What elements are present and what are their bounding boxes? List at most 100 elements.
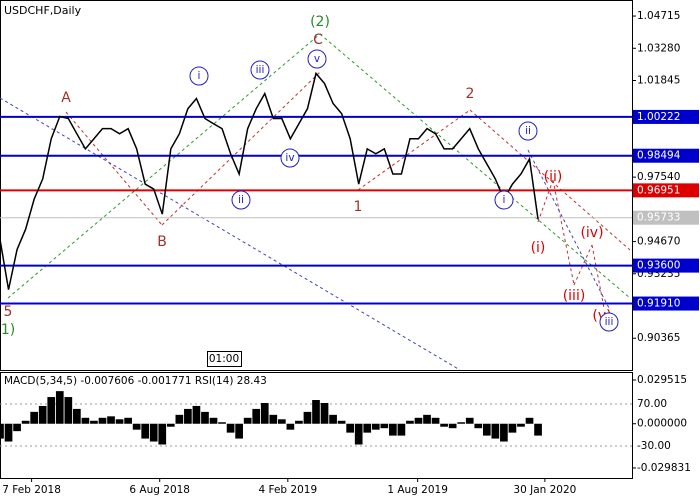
macd-bar: [406, 420, 414, 424]
wave-circle: [280, 148, 300, 168]
macd-bar: [55, 391, 64, 424]
wave-line: [537, 179, 554, 223]
wave-line: [573, 244, 593, 286]
macd-bar: [30, 411, 39, 424]
x-tick-label: 7 Feb 2018: [2, 484, 61, 496]
macd-bar: [423, 414, 431, 424]
macd-bar: [107, 416, 115, 424]
macd-bar: [465, 417, 474, 424]
y-tick-label: -0.029831: [637, 462, 691, 474]
macd-bar: [243, 417, 252, 424]
x-tick-label: 1 Aug 2019: [387, 484, 448, 496]
wave-label: ii: [525, 125, 531, 137]
wave-label: 1): [1, 322, 15, 338]
macd-bar: [517, 423, 525, 427]
time-box: [207, 351, 242, 367]
y-tick-label: 1.04715: [637, 10, 680, 22]
macd-bar: [132, 423, 141, 430]
y-tick-label: 0.029515: [637, 374, 687, 386]
wave-circle: [494, 190, 514, 210]
macd-bar: [141, 423, 150, 439]
wave-label: (iv): [580, 225, 603, 241]
macd-bar: [431, 417, 440, 424]
wave-circle: [250, 60, 270, 80]
wave-circle: [599, 312, 619, 332]
macd-bar: [303, 411, 312, 424]
macd-bar: [286, 423, 295, 430]
macd-bar: [73, 408, 81, 424]
macd-bar: [81, 417, 90, 424]
macd-bar: [320, 402, 329, 424]
macd-bar: [525, 417, 534, 424]
wave-label: A: [61, 90, 71, 106]
chart-title: USDCHF,Daily: [4, 4, 82, 17]
level-label-box: [633, 210, 699, 225]
x-tick-label: 6 Aug 2018: [129, 484, 190, 496]
wave-label: iii: [605, 316, 614, 328]
macd-bar: [166, 423, 175, 427]
macd-bar: [218, 422, 226, 424]
macd-bar: [124, 417, 132, 424]
macd-bar: [312, 400, 320, 424]
wave-label: (2): [310, 14, 330, 30]
macd-bar: [149, 423, 158, 442]
macd-bar: [371, 423, 380, 430]
wave-lines: [0, 33, 631, 371]
macd-bar: [21, 420, 30, 424]
level-label: 0.95733: [637, 212, 680, 224]
wave-circle: [189, 66, 209, 86]
macd-bar: [209, 417, 218, 424]
macd-bar: [13, 423, 21, 432]
macd-bar: [346, 423, 355, 433]
wave-line: [357, 109, 471, 191]
wave-label: i: [198, 70, 201, 82]
price-line: [0, 71, 539, 290]
indicator-pane: [0, 372, 633, 479]
y-tick-label: 1.03280: [637, 42, 680, 54]
macd-bar: [192, 405, 201, 424]
y-tick-label: 0.94670: [637, 236, 680, 248]
wave-line: [591, 244, 605, 309]
level-label-box: [633, 109, 699, 124]
macd-bar: [337, 420, 346, 424]
level-label: 1.00222: [637, 111, 680, 123]
wave-label: iii: [256, 64, 265, 76]
level-label: 0.91910: [637, 298, 680, 310]
x-tick-label: 4 Feb 2019: [258, 484, 317, 496]
wave-label: (ii): [544, 169, 563, 185]
macd-bar: [98, 417, 107, 424]
wave-line: [161, 71, 321, 226]
macd-bar: [414, 417, 423, 424]
wave-label: i: [503, 194, 506, 206]
macd-bar: [448, 423, 457, 429]
macd-bar: [4, 423, 13, 442]
level-label-box: [633, 296, 699, 311]
macd-bar: [158, 423, 167, 445]
macd-bar: [184, 408, 192, 424]
macd-bar: [380, 423, 389, 429]
macd-bar: [363, 423, 372, 433]
macd-bar: [474, 423, 483, 429]
macd-bar: [115, 419, 124, 424]
wave-line: [65, 111, 163, 226]
macd-bar: [226, 423, 235, 433]
level-label-box: [633, 148, 699, 163]
macd-bar: [252, 408, 261, 424]
macd-bar: [534, 423, 542, 436]
wave-label: 2: [466, 86, 475, 102]
macd-bar: [457, 422, 466, 424]
macd-bar: [295, 420, 303, 424]
wave-circle: [231, 190, 251, 210]
macd-bar: [64, 397, 73, 424]
macd-bar: [175, 414, 184, 424]
wave-circle: [307, 49, 327, 69]
y-tick-label: 0.000000: [637, 418, 687, 430]
macd-bar: [500, 423, 508, 442]
wave-label: (i): [531, 240, 546, 256]
macd-bar: [235, 423, 243, 439]
wave-label: ii: [238, 194, 244, 206]
macd-bar: [201, 411, 209, 424]
wave-label: 5: [4, 304, 13, 320]
macd-bar: [491, 423, 500, 439]
